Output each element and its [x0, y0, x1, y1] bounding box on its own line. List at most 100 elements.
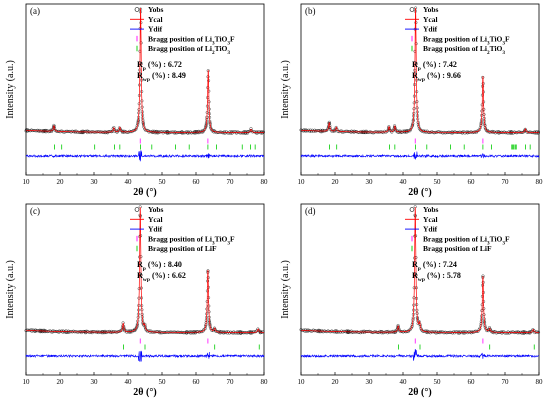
x-tick-label: 20 [57, 378, 65, 386]
x-tick-label: 70 [227, 178, 235, 186]
xrd-panel-2: 10 20 30 40 50 60 70 80 2θ (°) Intensity (a.u.) (b… [275, 0, 550, 200]
yobs-point [57, 330, 61, 334]
ydif-line [25, 350, 265, 362]
yobs-point [78, 131, 82, 134]
yobs-point [226, 131, 230, 135]
yobs-point [50, 128, 54, 132]
yobs-point [492, 330, 496, 333]
x-tick-label: 30 [91, 378, 99, 386]
x-tick-label: 60 [193, 378, 201, 386]
x-tick-label: 60 [468, 378, 476, 386]
yobs-point [469, 331, 473, 335]
yobs-point [262, 130, 265, 134]
rwp-value: Rwp (%) : 5.78 [412, 271, 461, 283]
yobs-point [466, 131, 469, 135]
yobs-point [201, 329, 205, 333]
legend-entry: Bragg position of LiF [423, 244, 492, 253]
yobs-point [59, 129, 63, 133]
yobs-point [349, 329, 353, 333]
yobs-point [61, 330, 65, 334]
yobs-point [378, 329, 382, 333]
yobs-point [85, 129, 89, 133]
yobs-point [352, 130, 356, 134]
yobs-point [497, 130, 501, 134]
yobs-point [239, 330, 243, 334]
x-tick-label: 10 [298, 378, 306, 386]
x-tick-label: 80 [261, 178, 269, 186]
panel-label: (b) [305, 6, 316, 16]
x-tick-label: 80 [261, 378, 269, 386]
yobs-point [409, 126, 413, 130]
legend-yobs-marker [134, 207, 140, 212]
rp-value: Rp (%) : 6.72 [137, 60, 182, 72]
x-tick-label: 40 [400, 378, 408, 386]
yobs-point [434, 331, 438, 335]
ycal-line [25, 207, 264, 333]
yobs-point [213, 326, 216, 330]
yobs-point [49, 330, 53, 334]
yobs-point [47, 130, 51, 134]
yobs-point [484, 327, 488, 331]
yobs-point [110, 329, 114, 333]
yobs-point [62, 130, 66, 134]
yobs-point [242, 331, 246, 335]
yobs-point [103, 130, 107, 133]
xrd-chart: 10 20 30 40 50 60 70 80 2θ (°) Intensity (a.u.) (d… [280, 203, 543, 398]
yobs-point [391, 129, 395, 133]
yobs-point [85, 329, 89, 333]
x-tick-label: 30 [91, 178, 99, 186]
yobs-point [246, 131, 249, 135]
yobs-point [182, 331, 186, 335]
yobs-point [392, 331, 396, 334]
rp-value: Rp (%) : 7.24 [412, 260, 457, 272]
yobs-point [222, 330, 226, 334]
y-axis-title: Intensity (a.u.) [5, 260, 16, 319]
yobs-point [193, 131, 197, 135]
yobs-point [425, 329, 429, 333]
ycal-line [300, 207, 539, 333]
yobs-point [260, 130, 264, 134]
yobs-point [181, 131, 185, 135]
x-tick-label: 50 [159, 378, 167, 386]
yobs-point [255, 131, 259, 135]
yobs-point [156, 130, 160, 133]
x-tick-label: 50 [434, 378, 442, 386]
x-tick-label: 70 [227, 378, 235, 386]
yobs-point [463, 330, 467, 334]
x-axis-title: 2θ (°) [133, 387, 156, 398]
yobs-point [134, 128, 138, 131]
xrd-panel-3: 10 20 30 40 50 60 70 80 2θ (°) Intensity (a.u.) (c… [0, 200, 275, 400]
panel-label: (c) [30, 206, 40, 216]
yobs-point [245, 331, 249, 335]
yobs-point [233, 331, 237, 335]
rwp-value: Rwp (%) : 6.62 [137, 271, 186, 283]
yobs-point [530, 329, 534, 333]
xrd-chart: 10 20 30 40 50 60 70 80 2θ (°) Intensity (a.u.) (c… [5, 203, 269, 398]
ydif-line [300, 348, 539, 361]
legend-entry: Ydif [423, 25, 438, 34]
yobs-point [123, 129, 127, 133]
x-tick-label: 60 [468, 178, 476, 186]
yobs-point [409, 128, 412, 131]
yobs-point [426, 331, 429, 335]
yobs-point [222, 331, 226, 335]
yobs-point [408, 328, 412, 332]
legend-yobs-marker [134, 7, 140, 12]
x-tick-label: 40 [125, 378, 133, 386]
y-axis-title: Intensity (a.u.) [5, 60, 16, 119]
yobs-point [145, 128, 149, 132]
yobs-point [255, 329, 259, 333]
yobs-point [484, 129, 488, 133]
yobs-point [125, 130, 129, 134]
yobs-point [132, 329, 136, 333]
yobs-point [523, 127, 527, 131]
rp-value: Rp (%) : 7.42 [412, 60, 457, 72]
yobs-point [133, 327, 137, 331]
yobs-point [531, 328, 535, 332]
yobs-point [152, 129, 156, 133]
yobs-point [182, 131, 186, 135]
yobs-point [155, 330, 159, 334]
ycal-line [25, 8, 264, 133]
